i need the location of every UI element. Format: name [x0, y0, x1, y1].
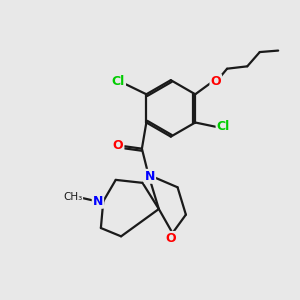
Text: Cl: Cl: [217, 121, 230, 134]
Text: N: N: [145, 170, 155, 183]
Text: Cl: Cl: [112, 75, 125, 88]
Text: O: O: [166, 232, 176, 245]
Text: N: N: [93, 195, 103, 208]
Text: O: O: [211, 75, 221, 88]
Text: CH₃: CH₃: [63, 192, 82, 202]
Text: O: O: [113, 139, 123, 152]
